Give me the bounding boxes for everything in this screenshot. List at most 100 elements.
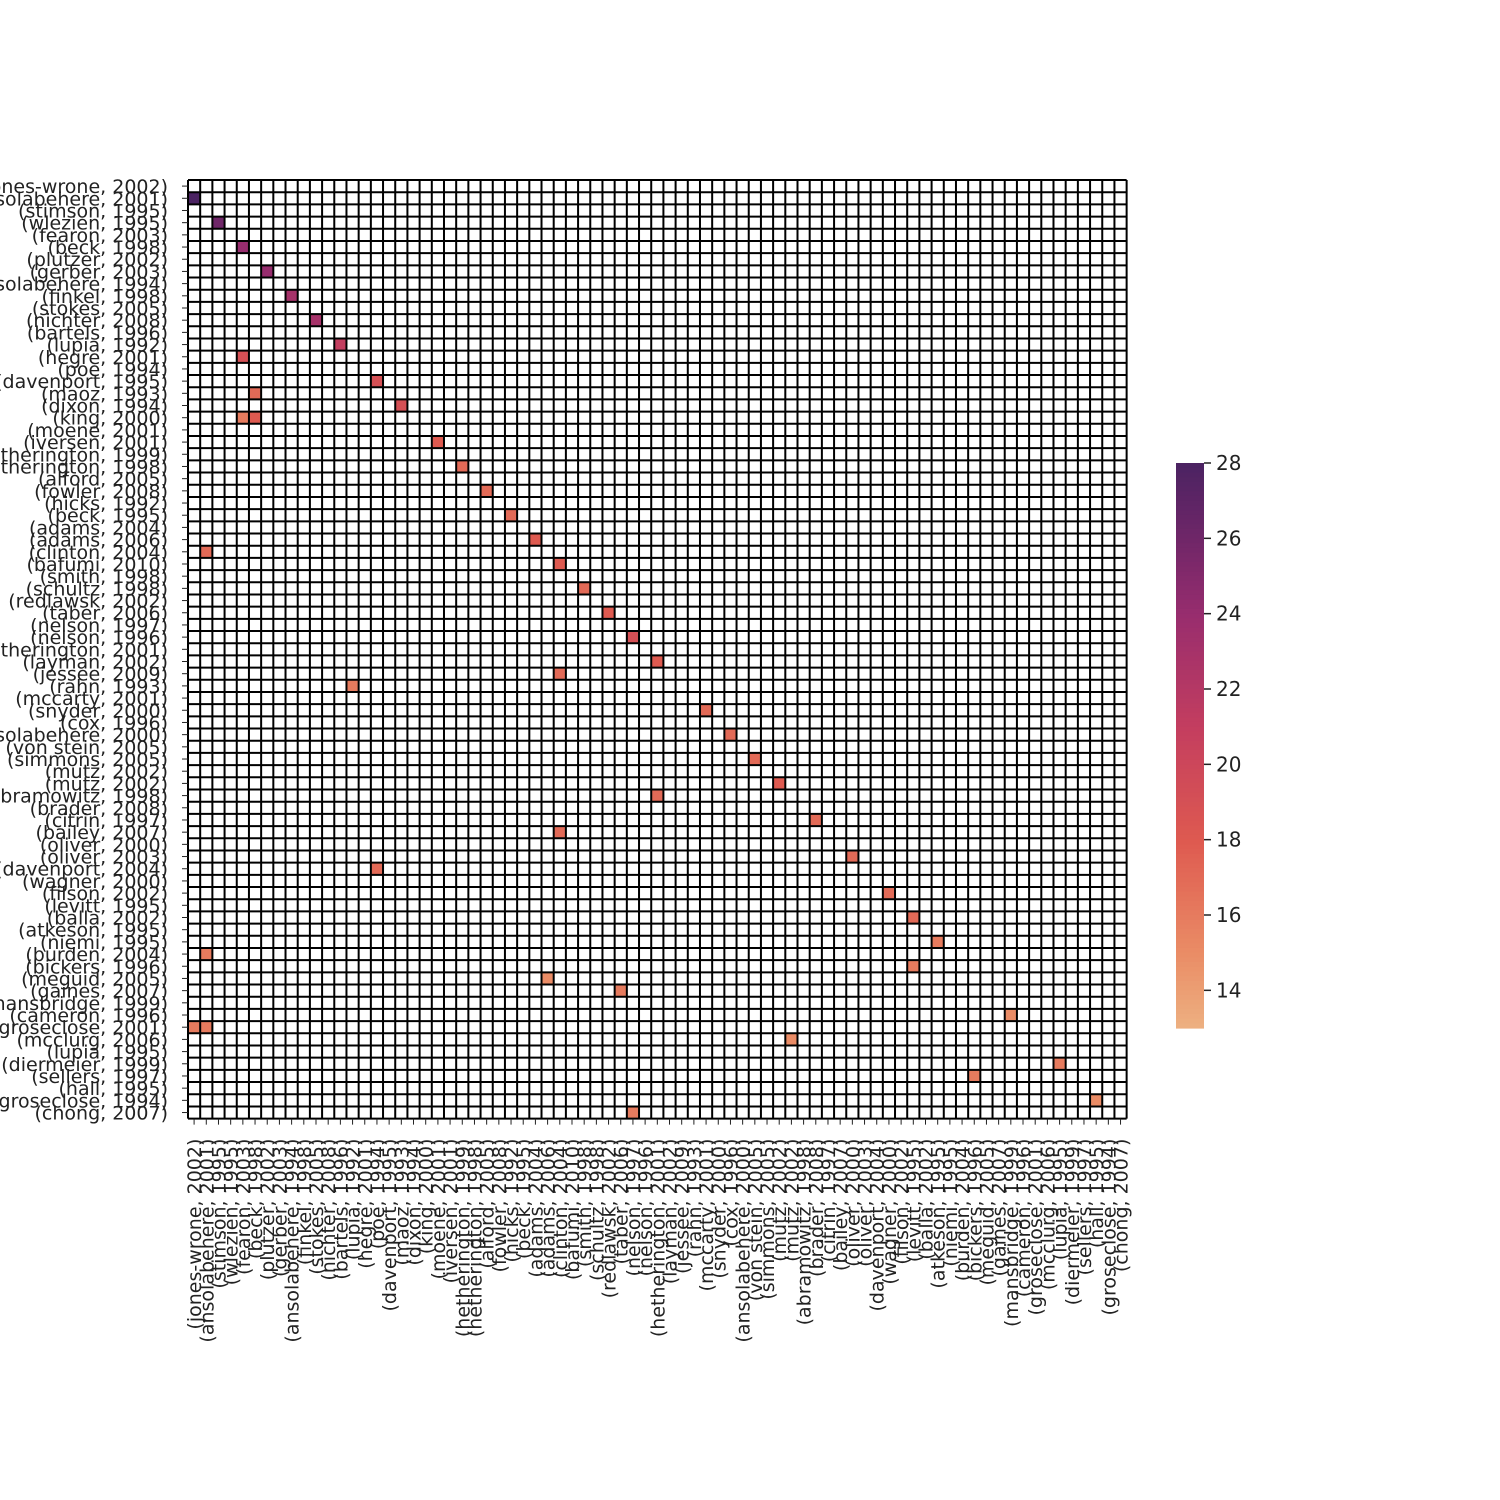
heatmap-cell [1053,1057,1066,1070]
colorbar-segment [1176,778,1204,784]
x-tick-label: (mansbridge, 1999) [1001,1139,1023,1327]
heatmap-cell [602,606,615,619]
heatmap-cell [553,557,566,571]
colorbar-segment [1176,543,1204,549]
x-tick-label: (schultz, 1998) [586,1139,608,1281]
x-tick-label: (burden, 2004) [952,1139,974,1282]
colorbar-segment [1176,886,1204,893]
colorbar-segment [1176,1018,1204,1024]
colorbar-segment [1176,971,1204,977]
heatmap-cell [578,582,591,595]
x-tick-label: (abramowitz, 1998) [794,1139,816,1326]
heatmap-cell [248,411,262,424]
y-tick-label: (finkel, 1998) [41,286,168,308]
colorbar-segment [1176,717,1204,723]
x-tick-label: (gaines, 2007) [989,1139,1011,1277]
colorbar-segment [1176,863,1204,869]
colorbar-segment [1176,933,1204,940]
x-tick-label: (sellers, 1997) [1074,1139,1096,1276]
x-tick-label: (mutz, 2002) [769,1139,791,1262]
colorbar-segment [1176,613,1204,619]
x-tick-label: (beck, 1998) [245,1139,267,1259]
colorbar-segment [1176,877,1204,883]
x-tick-label: (hall, 1995) [1086,1139,1108,1249]
x-tick-label: (lupia, 1992) [343,1139,365,1261]
y-tick-label: (jones-wrone, 2002) [0,176,168,198]
colorbar-segment [1176,528,1204,535]
x-tick-label: (oliver, 2003) [855,1139,877,1267]
y-tick-label: (snyder, 2000) [28,700,168,722]
colorbar-segment [1176,995,1204,1001]
x-tick-label: (chong, 2007) [1111,1139,1133,1272]
x-tick-label: (finkel, 1998) [294,1139,316,1266]
heatmap-cells [188,180,1127,1119]
x-tick-label: (adams, 2004) [525,1139,547,1278]
colorbar-segment [1176,820,1204,827]
heatmap-cell [529,533,542,546]
y-tick-label: (mutz, 2002) [45,773,168,795]
heatmap-cell [553,667,566,680]
x-tick-label: (jones-wrone, 2002) [184,1139,206,1330]
x-tick-label: (nichter, 2008) [318,1139,340,1281]
colorbar-segment [1176,872,1204,878]
heatmap-cell [236,240,249,254]
x-tick-label: (mutz, 2002) [781,1139,803,1262]
x-tick-label: (lupia, 1995) [1050,1139,1072,1261]
heatmap-cell [236,350,249,363]
colorbar-segment [1176,802,1204,808]
colorbar-segment [1176,646,1204,652]
y-tick-label: (mcclurg, 2006) [16,1029,168,1051]
colorbar-segment [1176,957,1204,963]
colorbar-tick-label: 22 [1216,677,1241,701]
y-tick-label: (hetherington, 1998) [0,456,168,478]
colorbar: 14 16 18 20 22 24 26 28 [1176,451,1241,1029]
y-tick-labels: (jones-wrone, 2002)(ansolabehere, 2001)(… [0,176,188,1125]
y-tick-label: (clinton, 2004) [29,542,168,564]
colorbar-segment [1176,980,1204,987]
y-tick-label: (poe, 1994) [57,359,168,381]
x-tick-label: (hetherington, 1999) [452,1139,474,1337]
colorbar-segment [1176,1009,1204,1015]
y-tick-label: (fowler, 2008) [34,481,168,503]
y-tick-label: (simmons, 2005) [7,749,168,771]
x-tick-label: (hetherington, 1998) [464,1139,486,1337]
x-tick-label: (atkeson, 1995) [928,1139,950,1289]
x-tick-label: (levitt, 1995) [903,1139,925,1263]
x-tick-label: (balla, 2002) [915,1139,937,1260]
x-tick-label: (adams, 2006) [538,1139,560,1278]
y-tick-label: (groseclose, 1994) [0,1090,168,1112]
y-tick-label: (citrin, 1997) [44,810,168,832]
colorbar-segment [1176,641,1204,648]
colorbar-segment [1176,689,1204,695]
x-tick-labels: (jones-wrone, 2002)(ansolabehere, 2001)(… [184,1118,1133,1343]
heatmap-cell [346,679,359,692]
heatmap-cell [809,813,822,827]
colorbar-segment [1176,858,1204,864]
colorbar-segment [1176,806,1204,813]
y-tick-label: (stokes, 2005) [32,298,168,320]
x-tick-label: (filson, 2002) [891,1139,913,1265]
heatmap-cell [261,265,274,278]
y-tick-label: (ansolabehere, 2000) [0,725,168,747]
colorbar-segment [1176,792,1204,798]
y-tick-label: (wlezien, 1995) [21,213,168,235]
colorbar-segment [1176,632,1204,638]
x-tick-label: (fowler, 2008) [489,1139,511,1273]
y-tick-label: (bailey, 2007) [36,822,168,844]
colorbar-segment [1176,585,1204,591]
x-tick-label: (alford, 2005) [477,1139,499,1269]
colorbar-segment [1176,505,1204,511]
colorbar-segment [1176,651,1204,657]
x-tick-label: (cameron, 1996) [1013,1139,1035,1298]
x-tick-label: (bailey, 2007) [830,1139,852,1271]
colorbar-segment [1176,882,1204,888]
x-tick-label: (ansolabehere, 2000) [733,1139,755,1343]
x-tick-label: (smith, 1998) [574,1139,596,1267]
colorbar-segment [1176,745,1204,751]
x-tick-label: (wlezien, 1995) [221,1139,243,1286]
colorbar-segment [1176,1004,1204,1010]
x-tick-label: (stimson, 1995) [208,1139,230,1289]
heatmap-cell [541,972,554,985]
colorbar-segment [1176,966,1204,973]
colorbar-tick-label: 28 [1216,451,1241,475]
